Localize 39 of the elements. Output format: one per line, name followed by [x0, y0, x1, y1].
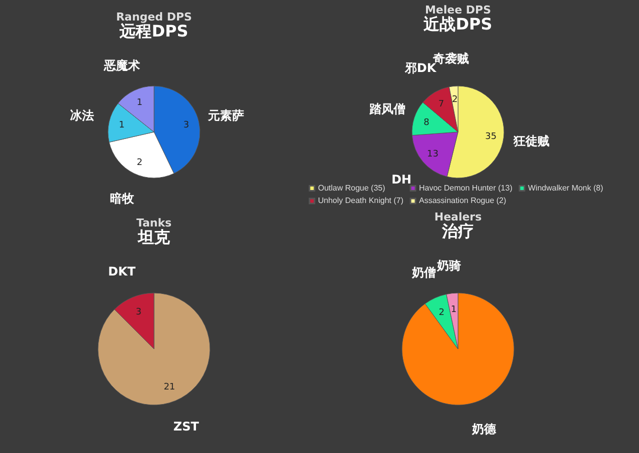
- slice-label: 奶僧: [410, 265, 436, 280]
- chart-title: Ranged DPS: [116, 10, 192, 24]
- legend-label: Windwalker Monk (8): [528, 183, 604, 192]
- chart-title: Melee DPS: [424, 3, 492, 16]
- data-label: 1: [450, 304, 457, 315]
- data-label: 21: [164, 382, 176, 392]
- slice-label: ZST: [173, 420, 200, 434]
- text: 狂徒贼: [513, 134, 550, 148]
- chart-subtitle: 近战DPS: [422, 14, 492, 34]
- chart-subtitle: 治疗: [441, 221, 474, 240]
- data-label: 7: [438, 99, 444, 110]
- legend-label: Outlaw Rogue (35): [318, 183, 386, 192]
- data-label: 35: [485, 132, 497, 142]
- legend-label: Assassination Rogue (2): [419, 196, 506, 205]
- data-label: 2: [136, 158, 142, 168]
- legend-label: Havoc Demon Hunter (13): [419, 183, 513, 192]
- text: DH: [391, 172, 412, 187]
- chart-title: Tanks: [136, 216, 172, 230]
- slice-label: 冰法: [70, 108, 94, 123]
- data-label: 8: [424, 118, 430, 128]
- slice-label: 奶骑: [436, 258, 462, 272]
- chart-subtitle: 坦克: [137, 227, 171, 246]
- slice-label: DKT: [108, 264, 136, 278]
- pie-slice: [98, 292, 210, 406]
- legend-label: Unholy Death Knight (7): [318, 196, 404, 205]
- pie-slice: [402, 292, 514, 406]
- slice-label: 暗牧: [110, 192, 135, 206]
- data-label: 3: [183, 120, 190, 131]
- data-label: 1: [118, 120, 125, 131]
- data-label: 3: [136, 308, 142, 318]
- chart-title: Healers: [434, 210, 482, 224]
- data-label: 1: [136, 98, 142, 108]
- data-label: 2: [438, 308, 444, 318]
- slice-label: 恶魔术: [102, 58, 140, 72]
- data-label: 2: [452, 95, 458, 106]
- text: 踏风僧: [370, 102, 406, 116]
- slice-label: 元素萨: [207, 108, 244, 123]
- data-label: 13: [426, 149, 438, 160]
- slice-label: 奶德: [470, 422, 497, 436]
